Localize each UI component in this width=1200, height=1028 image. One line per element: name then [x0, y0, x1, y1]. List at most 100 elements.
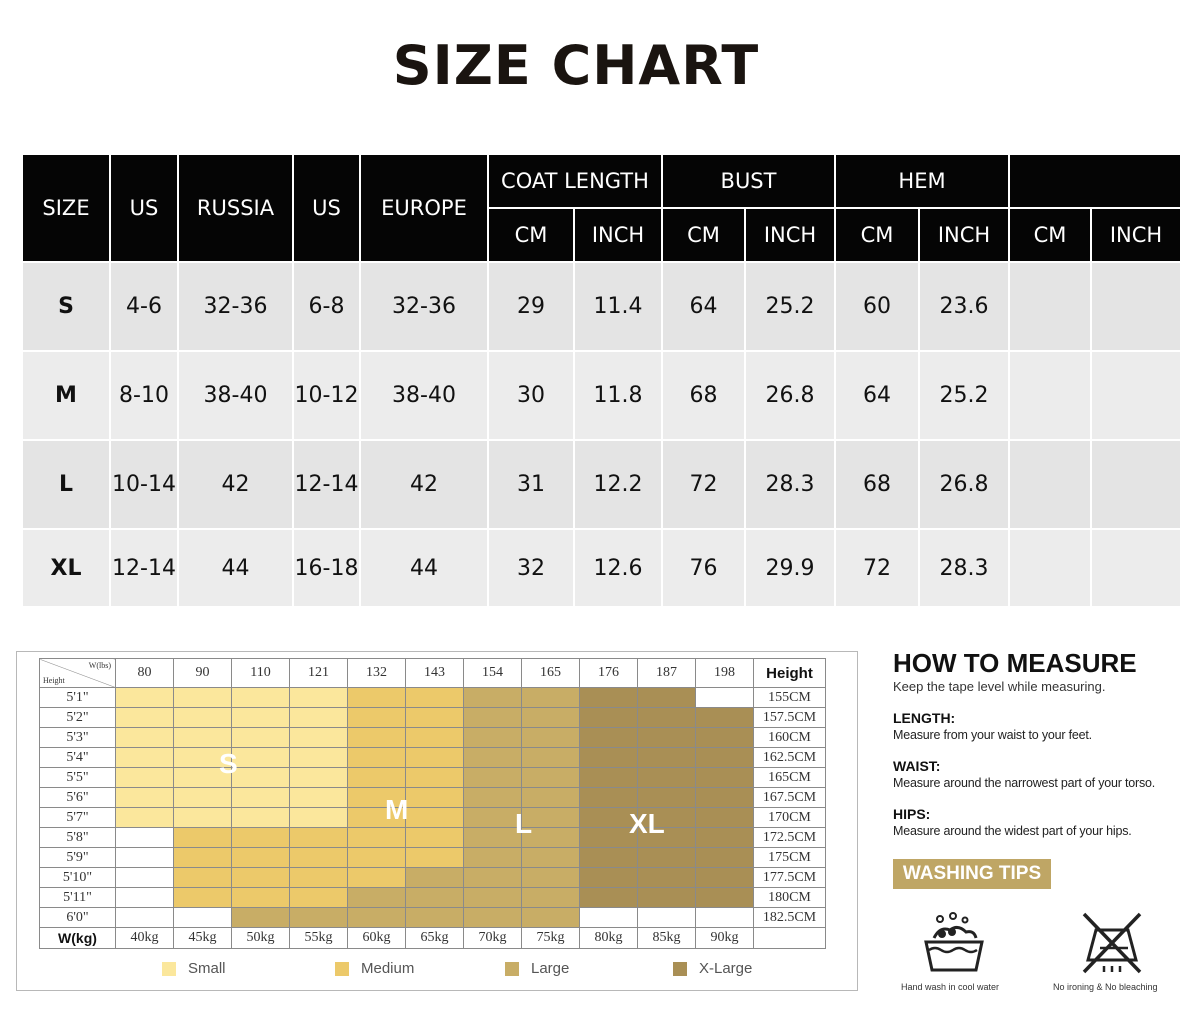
height-ft-label: 5'3": [39, 727, 116, 748]
length-text: Measure from your waist to your feet.: [893, 728, 1092, 742]
height-ft-label: 5'1": [39, 687, 116, 708]
height-ft-label: 5'5": [39, 767, 116, 788]
size-grid-cell: [115, 847, 174, 868]
cell-hem-cm: 72: [834, 528, 920, 608]
size-label-l: L: [515, 808, 533, 839]
cell-bust-inch: 29.9: [744, 528, 836, 608]
size-grid-cell: [231, 867, 290, 888]
size-grid-cell: [463, 867, 522, 888]
cell-coat-cm: 31: [487, 439, 575, 530]
header-us-2: US: [292, 153, 361, 263]
cell-coat-inch: 11.8: [573, 350, 663, 441]
height-row: 5'11" 180CM: [39, 887, 826, 908]
size-grid-cell: [231, 887, 290, 908]
size-label-s: S: [219, 748, 238, 779]
waist-text: Measure around the narrowest part of you…: [893, 776, 1156, 790]
size-grid-cell: [115, 767, 174, 788]
legend-item-xlarge: X-Large: [673, 960, 752, 977]
size-grid-cell: [173, 707, 232, 728]
weight-kg-cell: 60kg: [347, 927, 406, 949]
size-grid-cell: [521, 767, 580, 788]
size-grid-cell: [695, 767, 754, 788]
cell-coat-cm: 32: [487, 528, 575, 608]
size-grid-cell: [231, 847, 290, 868]
size-grid-cell: [289, 907, 348, 928]
size-grid-cell: [347, 887, 406, 908]
size-grid-cell: [405, 867, 464, 888]
legend-item-small: Small: [162, 960, 226, 977]
size-grid-cell: [115, 687, 174, 708]
cell-us: 10-14: [109, 439, 179, 530]
size-grid-cell: [463, 787, 522, 808]
weight-lbs-header: 121: [289, 658, 348, 688]
cell-us: 8-10: [109, 350, 179, 441]
height-row: 5'5" 165CM: [39, 767, 826, 788]
cell-europe: 32-36: [359, 261, 489, 352]
cell-hem-inch: 25.2: [918, 350, 1010, 441]
cell-empty: [1008, 350, 1092, 441]
table-row: XL 12-14 44 16-18 44 32 12.6 76 29.9 72 …: [21, 528, 1182, 608]
weight-kg-empty: [753, 927, 826, 949]
how-to-measure-subtitle: Keep the tape level while measuring.: [893, 679, 1106, 694]
legend-label: Large: [531, 960, 570, 977]
size-grid-cell: [695, 867, 754, 888]
size-grid-cell: [173, 767, 232, 788]
size-grid-cell: [579, 747, 638, 768]
size-grid-cell: [463, 907, 522, 928]
height-ft-label: 5'9": [39, 847, 116, 868]
size-grid-cell: [695, 887, 754, 908]
weight-kg-cell: 85kg: [637, 927, 696, 949]
size-grid-cell: [637, 847, 696, 868]
size-grid-cell: [173, 827, 232, 848]
size-grid-cell: [347, 747, 406, 768]
table-row: S 4-6 32-36 6-8 32-36 29 11.4 64 25.2 60…: [21, 261, 1182, 352]
cell-hem-inch: 23.6: [918, 261, 1010, 352]
size-grid-cell: [289, 747, 348, 768]
size-grid-cell: [405, 727, 464, 748]
size-grid-cell: [347, 727, 406, 748]
size-grid-cell: [579, 707, 638, 728]
size-label-m: M: [385, 794, 409, 825]
hand-wash-icon: [920, 910, 990, 980]
height-cm-label: 172.5CM: [753, 827, 826, 848]
size-grid-cell: [231, 807, 290, 828]
cell-us-2: 16-18: [292, 528, 361, 608]
size-grid-cell: [637, 887, 696, 908]
size-grid-cell: [289, 847, 348, 868]
header-cm: CM: [487, 207, 575, 263]
size-grid-cell: [231, 747, 290, 768]
cell-empty: [1008, 261, 1092, 352]
hand-wash-caption: Hand wash in cool water: [901, 982, 1000, 992]
height-cm-label: 160CM: [753, 727, 826, 748]
no-iron-caption: No ironing & No bleaching: [1053, 982, 1158, 992]
weight-kg-cell: 80kg: [579, 927, 638, 949]
height-ft-label: 6'0": [39, 907, 116, 928]
size-grid-cell: [173, 747, 232, 768]
cell-coat-inch: 12.6: [573, 528, 663, 608]
size-grid-cell: [115, 707, 174, 728]
height-cm-label: 155CM: [753, 687, 826, 708]
size-grid-cell: [231, 907, 290, 928]
weight-lbs-header: 154: [463, 658, 522, 688]
cell-russia: 38-40: [177, 350, 294, 441]
size-grid-cell: [695, 727, 754, 748]
size-grid-cell: [579, 867, 638, 888]
size-grid-cell: [695, 847, 754, 868]
header-inch: INCH: [744, 207, 836, 263]
cell-bust-cm: 64: [661, 261, 746, 352]
size-grid-cell: [405, 827, 464, 848]
height-column-header: Height: [753, 658, 826, 688]
height-row: 5'9" 175CM: [39, 847, 826, 868]
height-cm-label: 157.5CM: [753, 707, 826, 728]
height-row: 5'8" 172.5CM: [39, 827, 826, 848]
size-grid-cell: [405, 767, 464, 788]
header-inch: INCH: [573, 207, 663, 263]
size-grid-cell: [115, 907, 174, 928]
weight-lbs-header: 90: [173, 658, 232, 688]
size-grid-cell: [579, 767, 638, 788]
size-grid-cell: [289, 827, 348, 848]
cell-size: S: [21, 261, 111, 352]
cell-size: L: [21, 439, 111, 530]
size-grid-cell: [115, 867, 174, 888]
size-grid-cell: [289, 767, 348, 788]
